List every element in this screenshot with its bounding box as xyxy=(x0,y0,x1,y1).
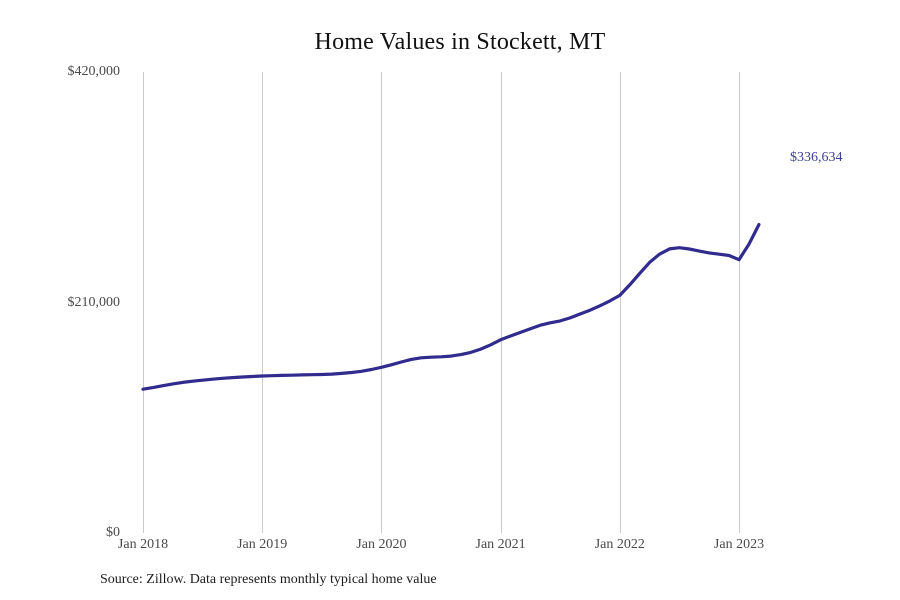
x-tick-label: Jan 2020 xyxy=(356,537,407,552)
home-value-line xyxy=(141,223,761,391)
x-tick-label: Jan 2021 xyxy=(475,537,526,552)
chart-title: Home Values in Stockett, MT xyxy=(314,29,606,55)
y-tick-label: $0 xyxy=(106,525,120,540)
x-tick-label: Jan 2018 xyxy=(117,537,169,552)
y-tick-label: $210,000 xyxy=(67,294,121,310)
x-tick-label: Jan 2019 xyxy=(237,537,288,552)
x-tick-label: Jan 2022 xyxy=(594,537,645,552)
x-tick-label: Jan 2023 xyxy=(713,537,765,552)
y-tick-label: $420,000 xyxy=(67,64,121,79)
source-note: Source: Zillow. Data represents monthly … xyxy=(100,572,437,587)
latest-value-label: $336,634 xyxy=(790,150,843,165)
